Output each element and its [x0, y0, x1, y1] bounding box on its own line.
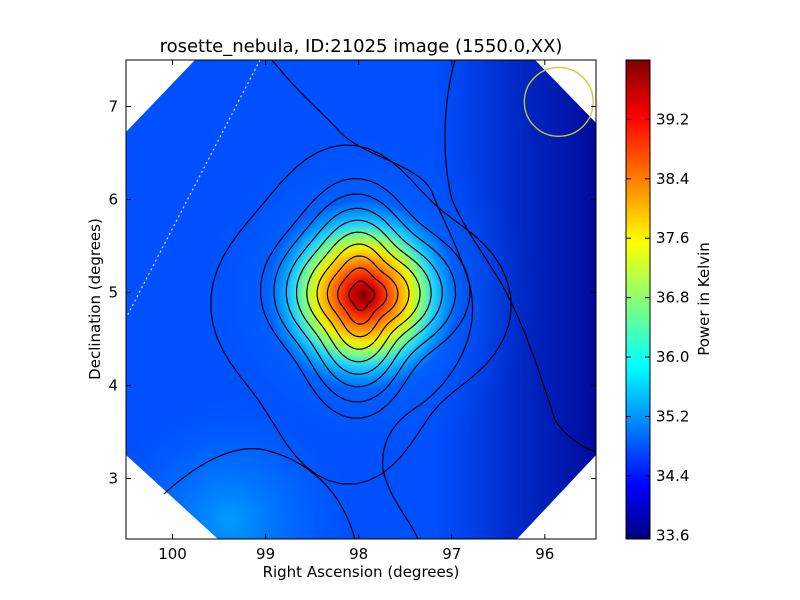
- x-tick-label: 96: [535, 545, 554, 563]
- contour-level: [306, 231, 421, 363]
- heatmap-image: [126, 60, 596, 539]
- x-tick-label: 100: [158, 545, 187, 563]
- contour-level: [316, 243, 410, 350]
- plot-frame: [125, 59, 597, 540]
- contour-level: [210, 144, 512, 485]
- beam-circle: [523, 66, 594, 137]
- colorbar: 33.6 34.4 35.2 36.0 36.8 37.6 38.4 39.2 Power i…: [625, 59, 713, 544]
- contour-level: [444, 60, 596, 453]
- contour-level: [337, 267, 388, 325]
- contour-level: [296, 219, 432, 375]
- contour-level: [348, 280, 376, 311]
- contour-level: [163, 448, 356, 539]
- colorbar-tick-label: 33.6: [656, 526, 689, 544]
- x-axis: 100 99 98 97 96: [158, 60, 554, 563]
- y-tick-label: 4: [108, 377, 118, 395]
- contour-level: [271, 60, 474, 406]
- footprint-dotted-line: [126, 60, 261, 319]
- colorbar-tick-label: 35.2: [656, 407, 689, 425]
- x-tick-label: 97: [442, 545, 461, 563]
- x-tick-label: 99: [256, 545, 275, 563]
- y-tick-label: 6: [108, 191, 118, 209]
- y-tick-label: 3: [108, 470, 118, 488]
- y-tick-label: 7: [108, 98, 118, 116]
- contour-lines: [163, 60, 596, 539]
- x-tick-label: 98: [349, 545, 368, 563]
- colorbar-tick-label: 37.6: [656, 229, 689, 247]
- contour-level: [259, 177, 471, 419]
- colorbar-gradient: [625, 59, 651, 540]
- contour-level: [382, 404, 421, 539]
- y-axis: 3 4 5 6 7: [108, 98, 596, 488]
- colorbar-tick-label: 36.0: [656, 348, 689, 366]
- colorbar-tick-label: 34.4: [656, 467, 689, 485]
- contour-level: [285, 207, 443, 388]
- colorbar-tick-label: 39.2: [656, 110, 689, 128]
- colorbar-tick-label: 38.4: [656, 170, 689, 188]
- y-tick-label: 5: [108, 284, 118, 302]
- colorbar-tick-label: 36.8: [656, 289, 689, 307]
- contour-level: [326, 255, 399, 338]
- x-axis-label: Right Ascension (degrees): [263, 563, 460, 581]
- y-axis-label: Declination (degrees): [86, 218, 104, 380]
- colorbar-ticks: 33.6 34.4 35.2 36.0 36.8 37.6 38.4 39.2: [626, 110, 689, 544]
- contour-level: [273, 193, 457, 403]
- colorbar-label: Power in Kelvin: [695, 242, 713, 356]
- chart-title: rosette_nebula, ID:21025 image (1550.0,X…: [160, 36, 563, 57]
- plot-area: [126, 60, 596, 539]
- heatmap-peak: [126, 60, 596, 539]
